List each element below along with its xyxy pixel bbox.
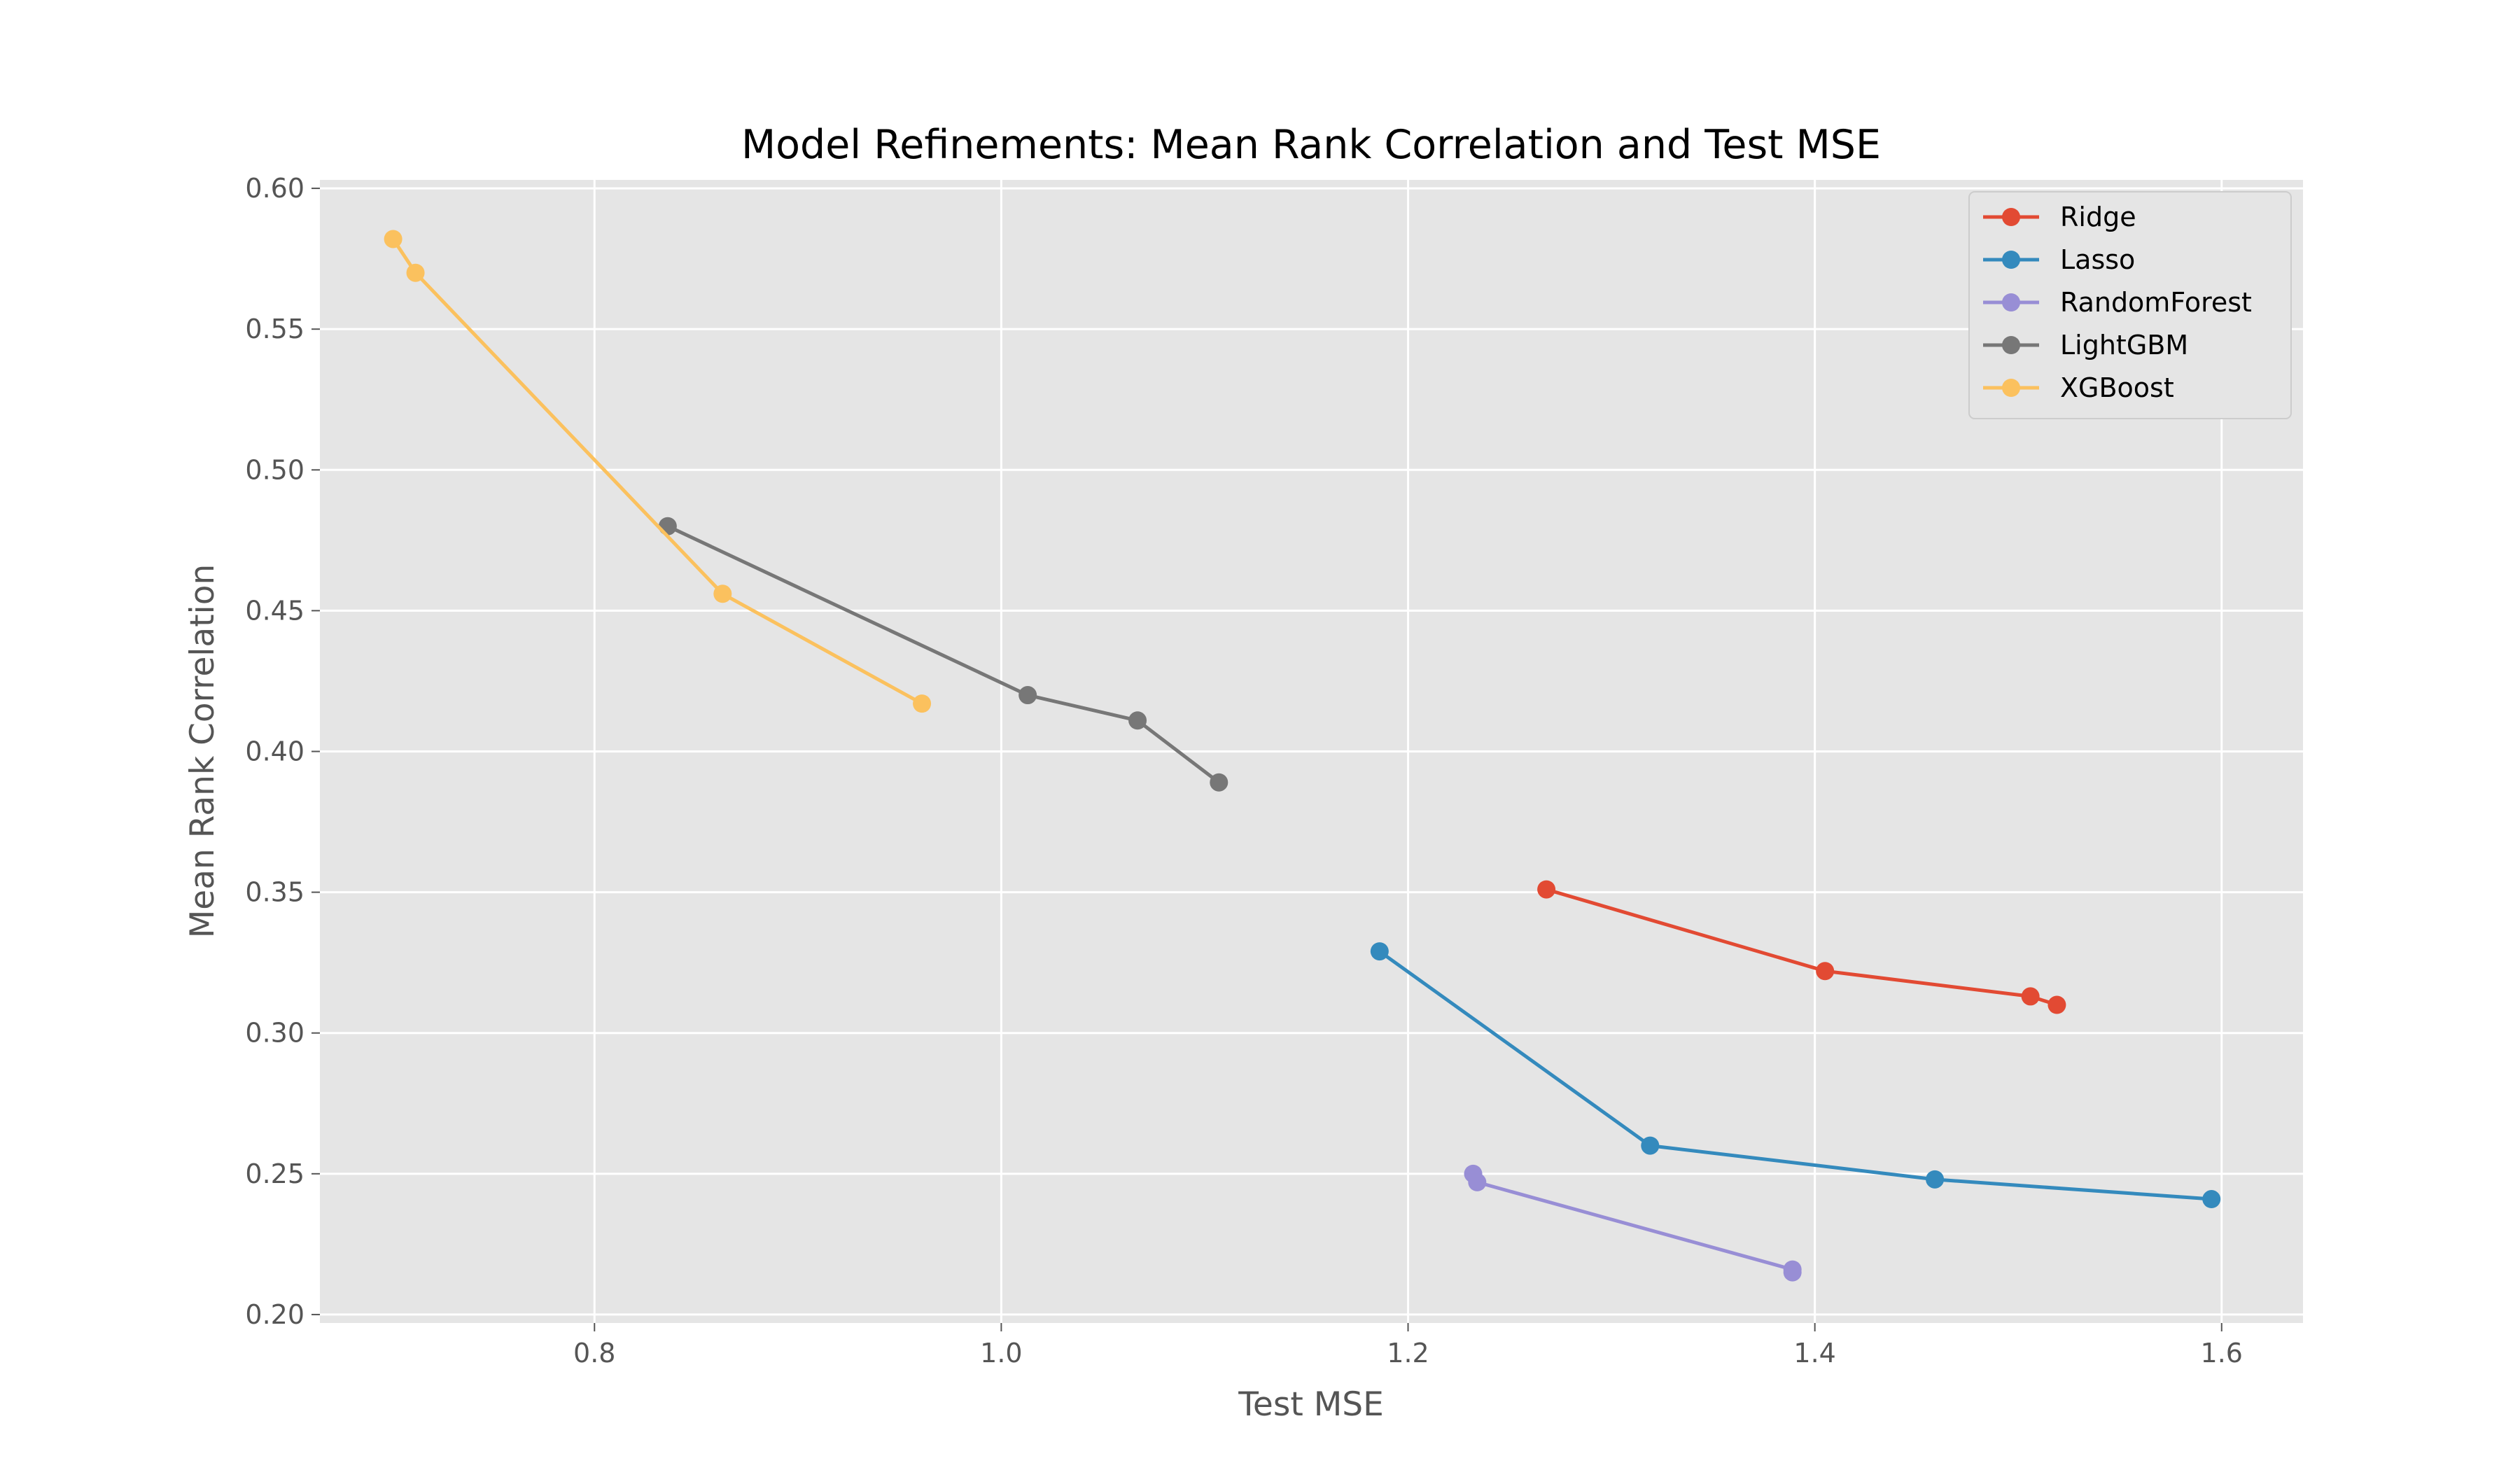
data-point-randomforest — [1468, 1172, 1487, 1191]
data-point-xgboost — [913, 694, 932, 713]
axis-ticks: 0.8 1.0 1.2 1.4 1.6 0.20 0.25 0.30 0.35 0.40 0.45 0… — [245, 173, 2243, 1368]
legend-marker-ridge — [2002, 208, 2020, 226]
series-line-xgboost — [391, 238, 923, 706]
series-line-ridge — [1546, 888, 2058, 1007]
series-line-lasso — [1378, 950, 2212, 1201]
y-tick-label: 0.40 — [245, 736, 304, 767]
data-point-ridge — [2021, 987, 2040, 1006]
data-point-xgboost — [406, 263, 425, 282]
series-lasso — [1370, 942, 2221, 1209]
legend-marker-randomforest — [2002, 293, 2020, 312]
legend-marker-xgboost — [2002, 379, 2020, 397]
data-point-xgboost — [384, 230, 402, 248]
data-point-lightgbm — [1018, 686, 1037, 705]
series-ridge — [1537, 880, 2066, 1014]
y-tick-label: 0.30 — [245, 1018, 304, 1049]
x-tick-label: 0.8 — [573, 1338, 615, 1368]
series-line-lightgbm — [666, 524, 1220, 784]
x-tick-label: 1.2 — [1387, 1338, 1429, 1368]
data-point-lasso — [1641, 1136, 1660, 1155]
x-tick-label: 1.4 — [1793, 1338, 1835, 1368]
x-axis-label: Test MSE — [1238, 1385, 1384, 1424]
y-tick-label: 0.55 — [245, 314, 304, 344]
y-tick-label: 0.50 — [245, 454, 304, 485]
legend-frame — [1968, 191, 2292, 419]
y-tick-label: 0.25 — [245, 1158, 304, 1189]
legend-label-xgboost: XGBoost — [2060, 372, 2174, 403]
series-randomforest — [1464, 1164, 1802, 1282]
x-tick-label: 1.0 — [980, 1338, 1022, 1368]
x-tick-label: 1.6 — [2201, 1338, 2243, 1368]
data-point-ridge — [2047, 995, 2066, 1014]
data-point-lasso — [2202, 1190, 2221, 1209]
legend-label-lightgbm: LightGBM — [2060, 330, 2188, 360]
y-tick-label: 0.45 — [245, 595, 304, 626]
data-point-lasso — [1926, 1170, 1945, 1189]
legend-label-ridge: Ridge — [2060, 202, 2136, 232]
data-point-lasso — [1370, 942, 1389, 961]
y-tick-label: 0.20 — [245, 1299, 304, 1330]
chart-title: Model Refinements: Mean Rank Correlation… — [741, 122, 1881, 168]
data-point-randomforest — [1783, 1263, 1802, 1282]
y-tick-label: 0.60 — [245, 173, 304, 204]
data-point-ridge — [1537, 880, 1556, 899]
legend-marker-lasso — [2002, 251, 2020, 269]
series-layer — [384, 230, 2221, 1282]
data-point-lightgbm — [658, 517, 677, 536]
data-point-ridge — [1816, 962, 1835, 981]
series-xgboost — [384, 230, 932, 713]
legend-marker-lightgbm — [2002, 336, 2020, 354]
legend-label-lasso: Lasso — [2060, 244, 2135, 275]
data-point-lightgbm — [1210, 773, 1228, 792]
legend: Ridge Lasso RandomForest LightGBM XGBoost — [1968, 191, 2292, 419]
legend-label-randomforest: RandomForest — [2060, 287, 2252, 318]
y-tick-label: 0.35 — [245, 877, 304, 908]
y-axis-label: Mean Rank Correlation — [183, 564, 222, 939]
data-point-lightgbm — [1128, 711, 1147, 730]
data-point-xgboost — [713, 584, 732, 603]
grid — [320, 180, 2303, 1323]
